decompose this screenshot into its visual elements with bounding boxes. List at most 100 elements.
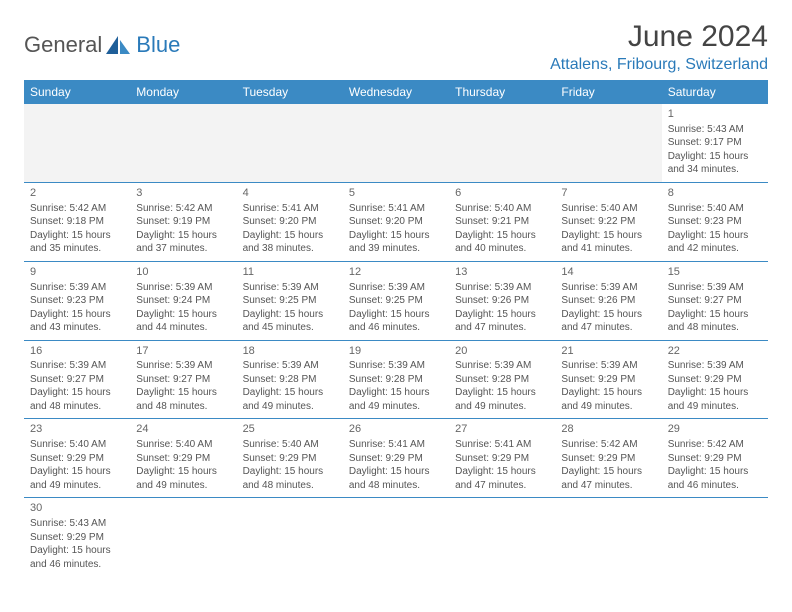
day-number: 4 (243, 186, 337, 201)
day-number: 23 (30, 422, 124, 437)
daylight1-text: Daylight: 15 hours (668, 465, 762, 479)
calendar-cell: 10Sunrise: 5:39 AMSunset: 9:24 PMDayligh… (130, 261, 236, 340)
day-header: Sunday (24, 80, 130, 104)
daylight2-text: and 46 minutes. (30, 558, 124, 572)
day-number: 17 (136, 344, 230, 359)
title-block: June 2024 Attalens, Fribourg, Switzerlan… (550, 20, 768, 74)
daylight2-text: and 48 minutes. (136, 400, 230, 414)
day-number: 26 (349, 422, 443, 437)
sunset-text: Sunset: 9:29 PM (455, 452, 549, 466)
daylight1-text: Daylight: 15 hours (243, 308, 337, 322)
day-number: 19 (349, 344, 443, 359)
calendar-cell: 3Sunrise: 5:42 AMSunset: 9:19 PMDaylight… (130, 182, 236, 261)
calendar-cell: 8Sunrise: 5:40 AMSunset: 9:23 PMDaylight… (662, 182, 768, 261)
calendar-cell: 24Sunrise: 5:40 AMSunset: 9:29 PMDayligh… (130, 419, 236, 498)
sunrise-text: Sunrise: 5:41 AM (349, 202, 443, 216)
daylight2-text: and 48 minutes. (243, 479, 337, 493)
calendar-cell: 11Sunrise: 5:39 AMSunset: 9:25 PMDayligh… (237, 261, 343, 340)
daylight1-text: Daylight: 15 hours (136, 386, 230, 400)
sunset-text: Sunset: 9:24 PM (136, 294, 230, 308)
sunset-text: Sunset: 9:18 PM (30, 215, 124, 229)
calendar-row: 30Sunrise: 5:43 AMSunset: 9:29 PMDayligh… (24, 498, 768, 576)
daylight2-text: and 42 minutes. (668, 242, 762, 256)
calendar-cell (449, 498, 555, 576)
daylight2-text: and 47 minutes. (561, 321, 655, 335)
calendar-cell: 27Sunrise: 5:41 AMSunset: 9:29 PMDayligh… (449, 419, 555, 498)
sunrise-text: Sunrise: 5:43 AM (30, 517, 124, 531)
sunrise-text: Sunrise: 5:41 AM (349, 438, 443, 452)
day-number: 27 (455, 422, 549, 437)
daylight2-text: and 44 minutes. (136, 321, 230, 335)
sunset-text: Sunset: 9:27 PM (136, 373, 230, 387)
daylight2-text: and 35 minutes. (30, 242, 124, 256)
daylight2-text: and 49 minutes. (561, 400, 655, 414)
daylight2-text: and 47 minutes. (455, 321, 549, 335)
calendar-cell (130, 104, 236, 182)
daylight2-text: and 41 minutes. (561, 242, 655, 256)
daylight2-text: and 49 minutes. (668, 400, 762, 414)
calendar-cell (662, 498, 768, 576)
daylight2-text: and 45 minutes. (243, 321, 337, 335)
calendar-cell (555, 104, 661, 182)
calendar-row: 2Sunrise: 5:42 AMSunset: 9:18 PMDaylight… (24, 182, 768, 261)
logo-text-general: General (24, 32, 102, 58)
calendar-table: Sunday Monday Tuesday Wednesday Thursday… (24, 80, 768, 576)
calendar-cell: 29Sunrise: 5:42 AMSunset: 9:29 PMDayligh… (662, 419, 768, 498)
sunrise-text: Sunrise: 5:42 AM (136, 202, 230, 216)
daylight2-text: and 47 minutes. (561, 479, 655, 493)
day-number: 9 (30, 265, 124, 280)
daylight2-text: and 34 minutes. (668, 163, 762, 177)
day-header: Wednesday (343, 80, 449, 104)
sunset-text: Sunset: 9:23 PM (668, 215, 762, 229)
daylight1-text: Daylight: 15 hours (30, 386, 124, 400)
sunrise-text: Sunrise: 5:42 AM (30, 202, 124, 216)
calendar-cell: 1Sunrise: 5:43 AMSunset: 9:17 PMDaylight… (662, 104, 768, 182)
sunrise-text: Sunrise: 5:39 AM (668, 281, 762, 295)
calendar-cell: 21Sunrise: 5:39 AMSunset: 9:29 PMDayligh… (555, 340, 661, 419)
sunrise-text: Sunrise: 5:40 AM (30, 438, 124, 452)
daylight1-text: Daylight: 15 hours (561, 465, 655, 479)
day-number: 20 (455, 344, 549, 359)
calendar-cell: 26Sunrise: 5:41 AMSunset: 9:29 PMDayligh… (343, 419, 449, 498)
sunrise-text: Sunrise: 5:40 AM (243, 438, 337, 452)
day-number: 28 (561, 422, 655, 437)
sunset-text: Sunset: 9:28 PM (349, 373, 443, 387)
calendar-cell: 25Sunrise: 5:40 AMSunset: 9:29 PMDayligh… (237, 419, 343, 498)
sunset-text: Sunset: 9:22 PM (561, 215, 655, 229)
sunset-text: Sunset: 9:29 PM (561, 452, 655, 466)
daylight1-text: Daylight: 15 hours (561, 229, 655, 243)
day-header: Tuesday (237, 80, 343, 104)
sunset-text: Sunset: 9:28 PM (455, 373, 549, 387)
calendar-row: 16Sunrise: 5:39 AMSunset: 9:27 PMDayligh… (24, 340, 768, 419)
daylight2-text: and 49 minutes. (349, 400, 443, 414)
day-number: 10 (136, 265, 230, 280)
calendar-cell: 12Sunrise: 5:39 AMSunset: 9:25 PMDayligh… (343, 261, 449, 340)
sunrise-text: Sunrise: 5:39 AM (455, 359, 549, 373)
sunrise-text: Sunrise: 5:39 AM (561, 359, 655, 373)
calendar-cell: 14Sunrise: 5:39 AMSunset: 9:26 PMDayligh… (555, 261, 661, 340)
calendar-cell: 2Sunrise: 5:42 AMSunset: 9:18 PMDaylight… (24, 182, 130, 261)
calendar-cell: 16Sunrise: 5:39 AMSunset: 9:27 PMDayligh… (24, 340, 130, 419)
sunrise-text: Sunrise: 5:40 AM (136, 438, 230, 452)
sunrise-text: Sunrise: 5:43 AM (668, 123, 762, 137)
sunset-text: Sunset: 9:29 PM (243, 452, 337, 466)
sunset-text: Sunset: 9:26 PM (455, 294, 549, 308)
calendar-cell: 17Sunrise: 5:39 AMSunset: 9:27 PMDayligh… (130, 340, 236, 419)
daylight2-text: and 47 minutes. (455, 479, 549, 493)
calendar-cell (24, 104, 130, 182)
sunset-text: Sunset: 9:29 PM (136, 452, 230, 466)
page-title: June 2024 (550, 20, 768, 54)
sunrise-text: Sunrise: 5:39 AM (349, 281, 443, 295)
day-header: Monday (130, 80, 236, 104)
daylight1-text: Daylight: 15 hours (243, 465, 337, 479)
calendar-cell: 6Sunrise: 5:40 AMSunset: 9:21 PMDaylight… (449, 182, 555, 261)
calendar-cell (130, 498, 236, 576)
calendar-cell: 13Sunrise: 5:39 AMSunset: 9:26 PMDayligh… (449, 261, 555, 340)
day-number: 12 (349, 265, 443, 280)
sunrise-text: Sunrise: 5:42 AM (668, 438, 762, 452)
sunrise-text: Sunrise: 5:39 AM (243, 359, 337, 373)
sunrise-text: Sunrise: 5:39 AM (30, 359, 124, 373)
sunset-text: Sunset: 9:17 PM (668, 136, 762, 150)
calendar-cell: 9Sunrise: 5:39 AMSunset: 9:23 PMDaylight… (24, 261, 130, 340)
day-number: 8 (668, 186, 762, 201)
